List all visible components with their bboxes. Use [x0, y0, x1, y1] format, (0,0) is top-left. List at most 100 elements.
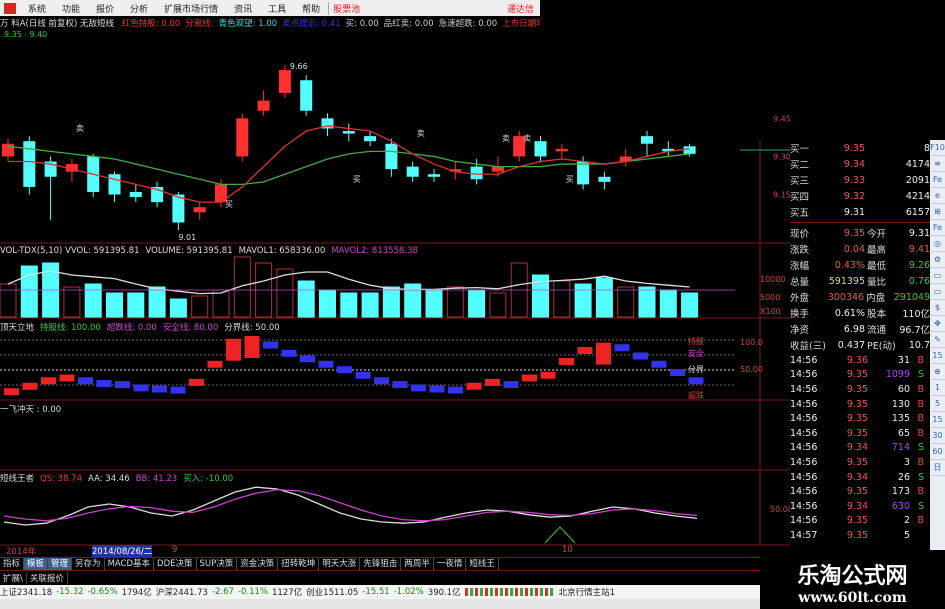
indicator-tab[interactable]: MACD基本	[105, 558, 155, 570]
stat-value: 591395	[828, 275, 865, 287]
indicator-block	[614, 344, 630, 352]
indicator-tab[interactable]: SUP决策	[197, 558, 238, 570]
indicator-tab[interactable]: 管理	[48, 558, 73, 570]
indicator-block	[4, 388, 19, 396]
indicator-axis-label: 50.00	[740, 365, 763, 374]
indicator-tab[interactable]: 资金决策	[237, 558, 279, 570]
stat-label: 量比	[867, 277, 887, 288]
indicator3-header: 短线王者 QS: 38.74 AA: 34.46 BB: 41.23 买入: -10.0…	[0, 472, 239, 484]
candle-body	[598, 176, 611, 182]
side-tool-icon[interactable]: ≡	[930, 156, 945, 172]
candle-body	[2, 143, 14, 157]
tick-volume: 60	[897, 383, 910, 395]
indicator-tab[interactable]: 另存为	[72, 558, 105, 570]
bid-row: 买三 9.33 2091	[790, 172, 930, 188]
side-tool-icon[interactable]: ◎	[930, 236, 945, 252]
side-tool-icon[interactable]: Fe	[930, 220, 945, 236]
volume-bar	[212, 289, 230, 318]
candle-body	[257, 100, 270, 111]
menu-item[interactable]: 扩展市场行情	[164, 4, 219, 15]
tab-extension[interactable]: 扩展\	[0, 572, 27, 584]
indicator-tab[interactable]: 两周半	[401, 558, 434, 570]
side-tool-icon[interactable]: Fe	[930, 172, 945, 188]
indicator-tab[interactable]: 短线王	[466, 558, 499, 570]
indicator-tab[interactable]: 一夜情	[434, 558, 467, 570]
ma-line-green	[7, 145, 690, 186]
cy-index: 创业1511.05	[306, 588, 359, 598]
volume-header: VOL-TDX(5,10) VVOL: 591395.81 VOLUME: 591…	[0, 246, 424, 256]
indicator-side-label: 分界	[688, 365, 704, 374]
indicator-block	[466, 382, 482, 390]
side-tool-icon[interactable]: 15	[930, 412, 945, 428]
tick-row: 14:56 9.35 2 B	[790, 514, 930, 529]
indicator-tab[interactable]: DDE决策	[154, 558, 197, 570]
tick-side: B	[917, 383, 924, 395]
indicator-tab[interactable]: 指标	[0, 558, 25, 570]
stat-label: 流通	[867, 325, 887, 336]
menu-item[interactable]: 资讯	[234, 4, 253, 15]
candle-body	[108, 174, 121, 195]
candle-body	[278, 70, 291, 93]
stock-pool-button[interactable]: 股票池	[328, 1, 368, 15]
tick-side: B	[917, 456, 924, 468]
side-tool-icon[interactable]: 日	[930, 460, 945, 476]
tick-row: 14:57 9.35 5	[790, 528, 930, 543]
stat-label: 涨跌	[790, 245, 810, 256]
sz-index: 沪深2441.73	[155, 588, 208, 598]
tick-row: 14:56 9.35 130 B	[790, 397, 930, 412]
side-tool-icon[interactable]: 60	[930, 444, 945, 460]
volume-axis-label: 5000	[760, 293, 780, 302]
server-name[interactable]: 北京行情主站1	[558, 588, 616, 598]
candle-body	[683, 146, 696, 154]
extension-tabs: 扩展\ 关联报价	[0, 572, 68, 584]
side-tool-icon[interactable]: F10	[930, 140, 945, 156]
menu-item[interactable]: 报价	[96, 4, 115, 15]
menu-item[interactable]: 分析	[130, 4, 149, 15]
side-tool-icon[interactable]: 15	[930, 348, 945, 364]
tick-time: 14:56	[790, 456, 818, 468]
side-tool-icon[interactable]: 30	[930, 428, 945, 444]
menu-item[interactable]: 系统	[28, 4, 47, 15]
indicator-tabs: 指标 模板 管理 另存为 MACD基本 DDE决策 SUP决策 资金决策 扭转乾坤 明天大涨 先锋狙…	[0, 557, 760, 571]
candle-body	[321, 118, 334, 129]
app-logo-icon	[4, 2, 16, 14]
candle-body	[662, 148, 675, 152]
sz-change: -2.67	[211, 587, 234, 597]
side-tool-icon[interactable]: ⊞	[930, 204, 945, 220]
tab-related-quotes[interactable]: 关联报价	[27, 572, 68, 584]
indicator-tab[interactable]: 扭转乾坤	[278, 558, 320, 570]
stat-value: 9.26	[908, 259, 930, 271]
side-tool-icon[interactable]: 1	[930, 380, 945, 396]
indicator-tab[interactable]: 先锋狙击	[360, 558, 402, 570]
menu-item[interactable]: 帮助	[302, 4, 321, 15]
side-tool-icon[interactable]: ⚙	[930, 252, 945, 268]
menu-item[interactable]: 功能	[62, 4, 81, 15]
stat-value: 291049	[893, 291, 930, 303]
indicator-block	[392, 381, 408, 389]
tick-time: 14:57	[790, 529, 818, 541]
volume-bar	[84, 283, 102, 318]
side-tool-icon[interactable]: ▭	[930, 284, 945, 300]
tick-volume: 65	[897, 427, 910, 439]
side-tool-icon[interactable]: e	[930, 188, 945, 204]
signal-label: 卖	[523, 134, 531, 143]
candle-body	[641, 136, 653, 144]
exit-button[interactable]: 通达信	[506, 4, 534, 15]
bid-volume: 6157	[905, 206, 930, 218]
candle-body	[236, 118, 249, 157]
indicator-block	[78, 377, 93, 385]
indicator-tab[interactable]: 明天大涨	[319, 558, 361, 570]
side-tool-icon[interactable]: ⊕	[930, 364, 945, 380]
stat-label: 涨幅	[790, 261, 810, 272]
side-tool-icon[interactable]: $	[930, 300, 945, 316]
volume-bar	[489, 292, 507, 318]
stat-row: 收益(三) 0.437 PE(动) 10.7	[790, 337, 930, 353]
side-tool-icon[interactable]: ✎	[930, 332, 945, 348]
menu-item[interactable]: 工具	[268, 4, 287, 15]
side-tool-icon[interactable]: ▭	[930, 268, 945, 284]
side-tool-icon[interactable]: 5	[930, 396, 945, 412]
side-tool-icon[interactable]: ✥	[930, 316, 945, 332]
indicator-tab[interactable]: 模板	[24, 558, 49, 570]
title-indicator: 红色持股: 0.00	[121, 19, 181, 29]
